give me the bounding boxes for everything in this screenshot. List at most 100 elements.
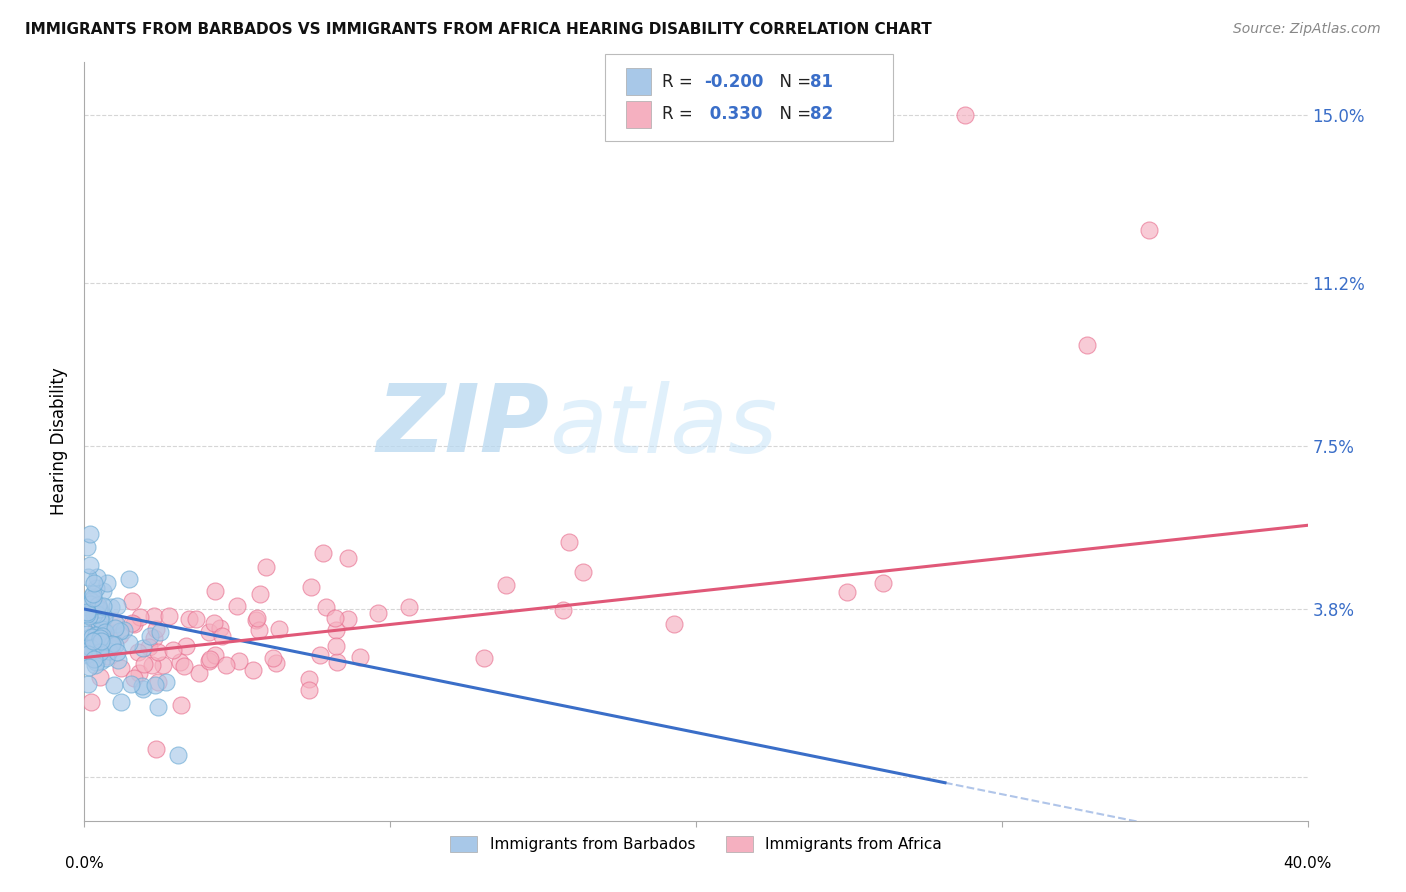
Point xyxy=(1076,337,1098,351)
Point xyxy=(76,607,98,621)
Point xyxy=(197,624,219,639)
Point xyxy=(148,645,170,659)
Point xyxy=(336,612,359,626)
Text: 0.0%: 0.0% xyxy=(65,856,104,871)
Point xyxy=(211,629,233,643)
Point xyxy=(89,634,111,648)
Point xyxy=(104,638,127,652)
Point xyxy=(101,637,124,651)
Point xyxy=(84,623,107,637)
Point xyxy=(132,682,155,697)
Point xyxy=(91,599,114,614)
Point xyxy=(166,747,188,762)
Point xyxy=(228,655,250,669)
Point xyxy=(76,648,98,662)
Point xyxy=(204,583,226,598)
Point xyxy=(80,594,103,608)
Point xyxy=(226,599,249,613)
Point xyxy=(107,599,129,613)
Point xyxy=(89,601,111,615)
Point xyxy=(179,611,201,625)
Point xyxy=(89,612,111,626)
Point xyxy=(143,609,166,624)
Point xyxy=(80,589,103,603)
Text: 82: 82 xyxy=(810,105,832,123)
Point xyxy=(247,624,270,638)
Point xyxy=(200,652,222,666)
Point xyxy=(129,610,152,624)
Point xyxy=(138,640,160,655)
Point xyxy=(242,663,264,677)
Point xyxy=(325,624,347,638)
Point xyxy=(90,607,112,621)
Point xyxy=(84,655,107,669)
Point xyxy=(398,600,420,615)
Point xyxy=(145,622,167,636)
Point xyxy=(80,640,103,655)
Point xyxy=(91,629,114,643)
Point xyxy=(128,666,150,681)
Point xyxy=(80,695,103,709)
Point xyxy=(84,632,107,647)
Point xyxy=(495,578,517,592)
Point xyxy=(112,623,135,637)
Point xyxy=(87,603,110,617)
Point xyxy=(474,651,496,665)
Text: R =: R = xyxy=(662,72,699,90)
Text: 40.0%: 40.0% xyxy=(1284,856,1331,871)
Point xyxy=(83,607,105,622)
Point xyxy=(118,572,141,586)
Point xyxy=(91,584,114,599)
Point xyxy=(76,541,98,555)
Point xyxy=(953,108,976,122)
Point xyxy=(118,635,141,649)
Point xyxy=(152,658,174,673)
Point xyxy=(83,652,105,666)
Text: IMMIGRANTS FROM BARBADOS VS IMMIGRANTS FROM AFRICA HEARING DISABILITY CORRELATIO: IMMIGRANTS FROM BARBADOS VS IMMIGRANTS F… xyxy=(25,22,932,37)
Point xyxy=(367,607,389,621)
Point xyxy=(835,585,858,599)
Point xyxy=(121,594,143,608)
Point xyxy=(76,641,98,656)
Point xyxy=(79,597,101,611)
Point xyxy=(872,576,894,591)
Point xyxy=(82,636,104,650)
Point xyxy=(83,658,105,673)
Point xyxy=(76,605,98,619)
Point xyxy=(77,647,100,661)
Point xyxy=(76,616,98,631)
Point xyxy=(83,575,105,590)
Point xyxy=(87,642,110,657)
Point xyxy=(87,598,110,612)
Point xyxy=(215,658,238,673)
Point xyxy=(662,616,685,631)
Point xyxy=(76,607,98,621)
Point xyxy=(89,670,111,684)
Point xyxy=(267,622,290,636)
Point xyxy=(94,624,117,639)
Point xyxy=(204,648,226,662)
Point xyxy=(325,639,347,653)
Point xyxy=(297,672,319,686)
Point xyxy=(94,624,117,639)
Point xyxy=(89,631,111,645)
Point xyxy=(309,648,332,663)
Point xyxy=(127,644,149,658)
Point xyxy=(101,640,124,655)
Point xyxy=(188,665,211,680)
Point xyxy=(84,651,107,665)
Point xyxy=(149,625,172,640)
Point xyxy=(104,621,127,635)
Point xyxy=(110,695,132,709)
Text: atlas: atlas xyxy=(550,381,778,472)
Point xyxy=(139,629,162,643)
Point xyxy=(174,639,197,653)
Point xyxy=(107,645,129,659)
Point xyxy=(299,580,322,594)
Point xyxy=(82,591,104,606)
Text: ZIP: ZIP xyxy=(377,380,550,473)
Point xyxy=(100,637,122,651)
Point xyxy=(169,655,191,669)
Point xyxy=(264,657,287,671)
Point xyxy=(122,617,145,632)
